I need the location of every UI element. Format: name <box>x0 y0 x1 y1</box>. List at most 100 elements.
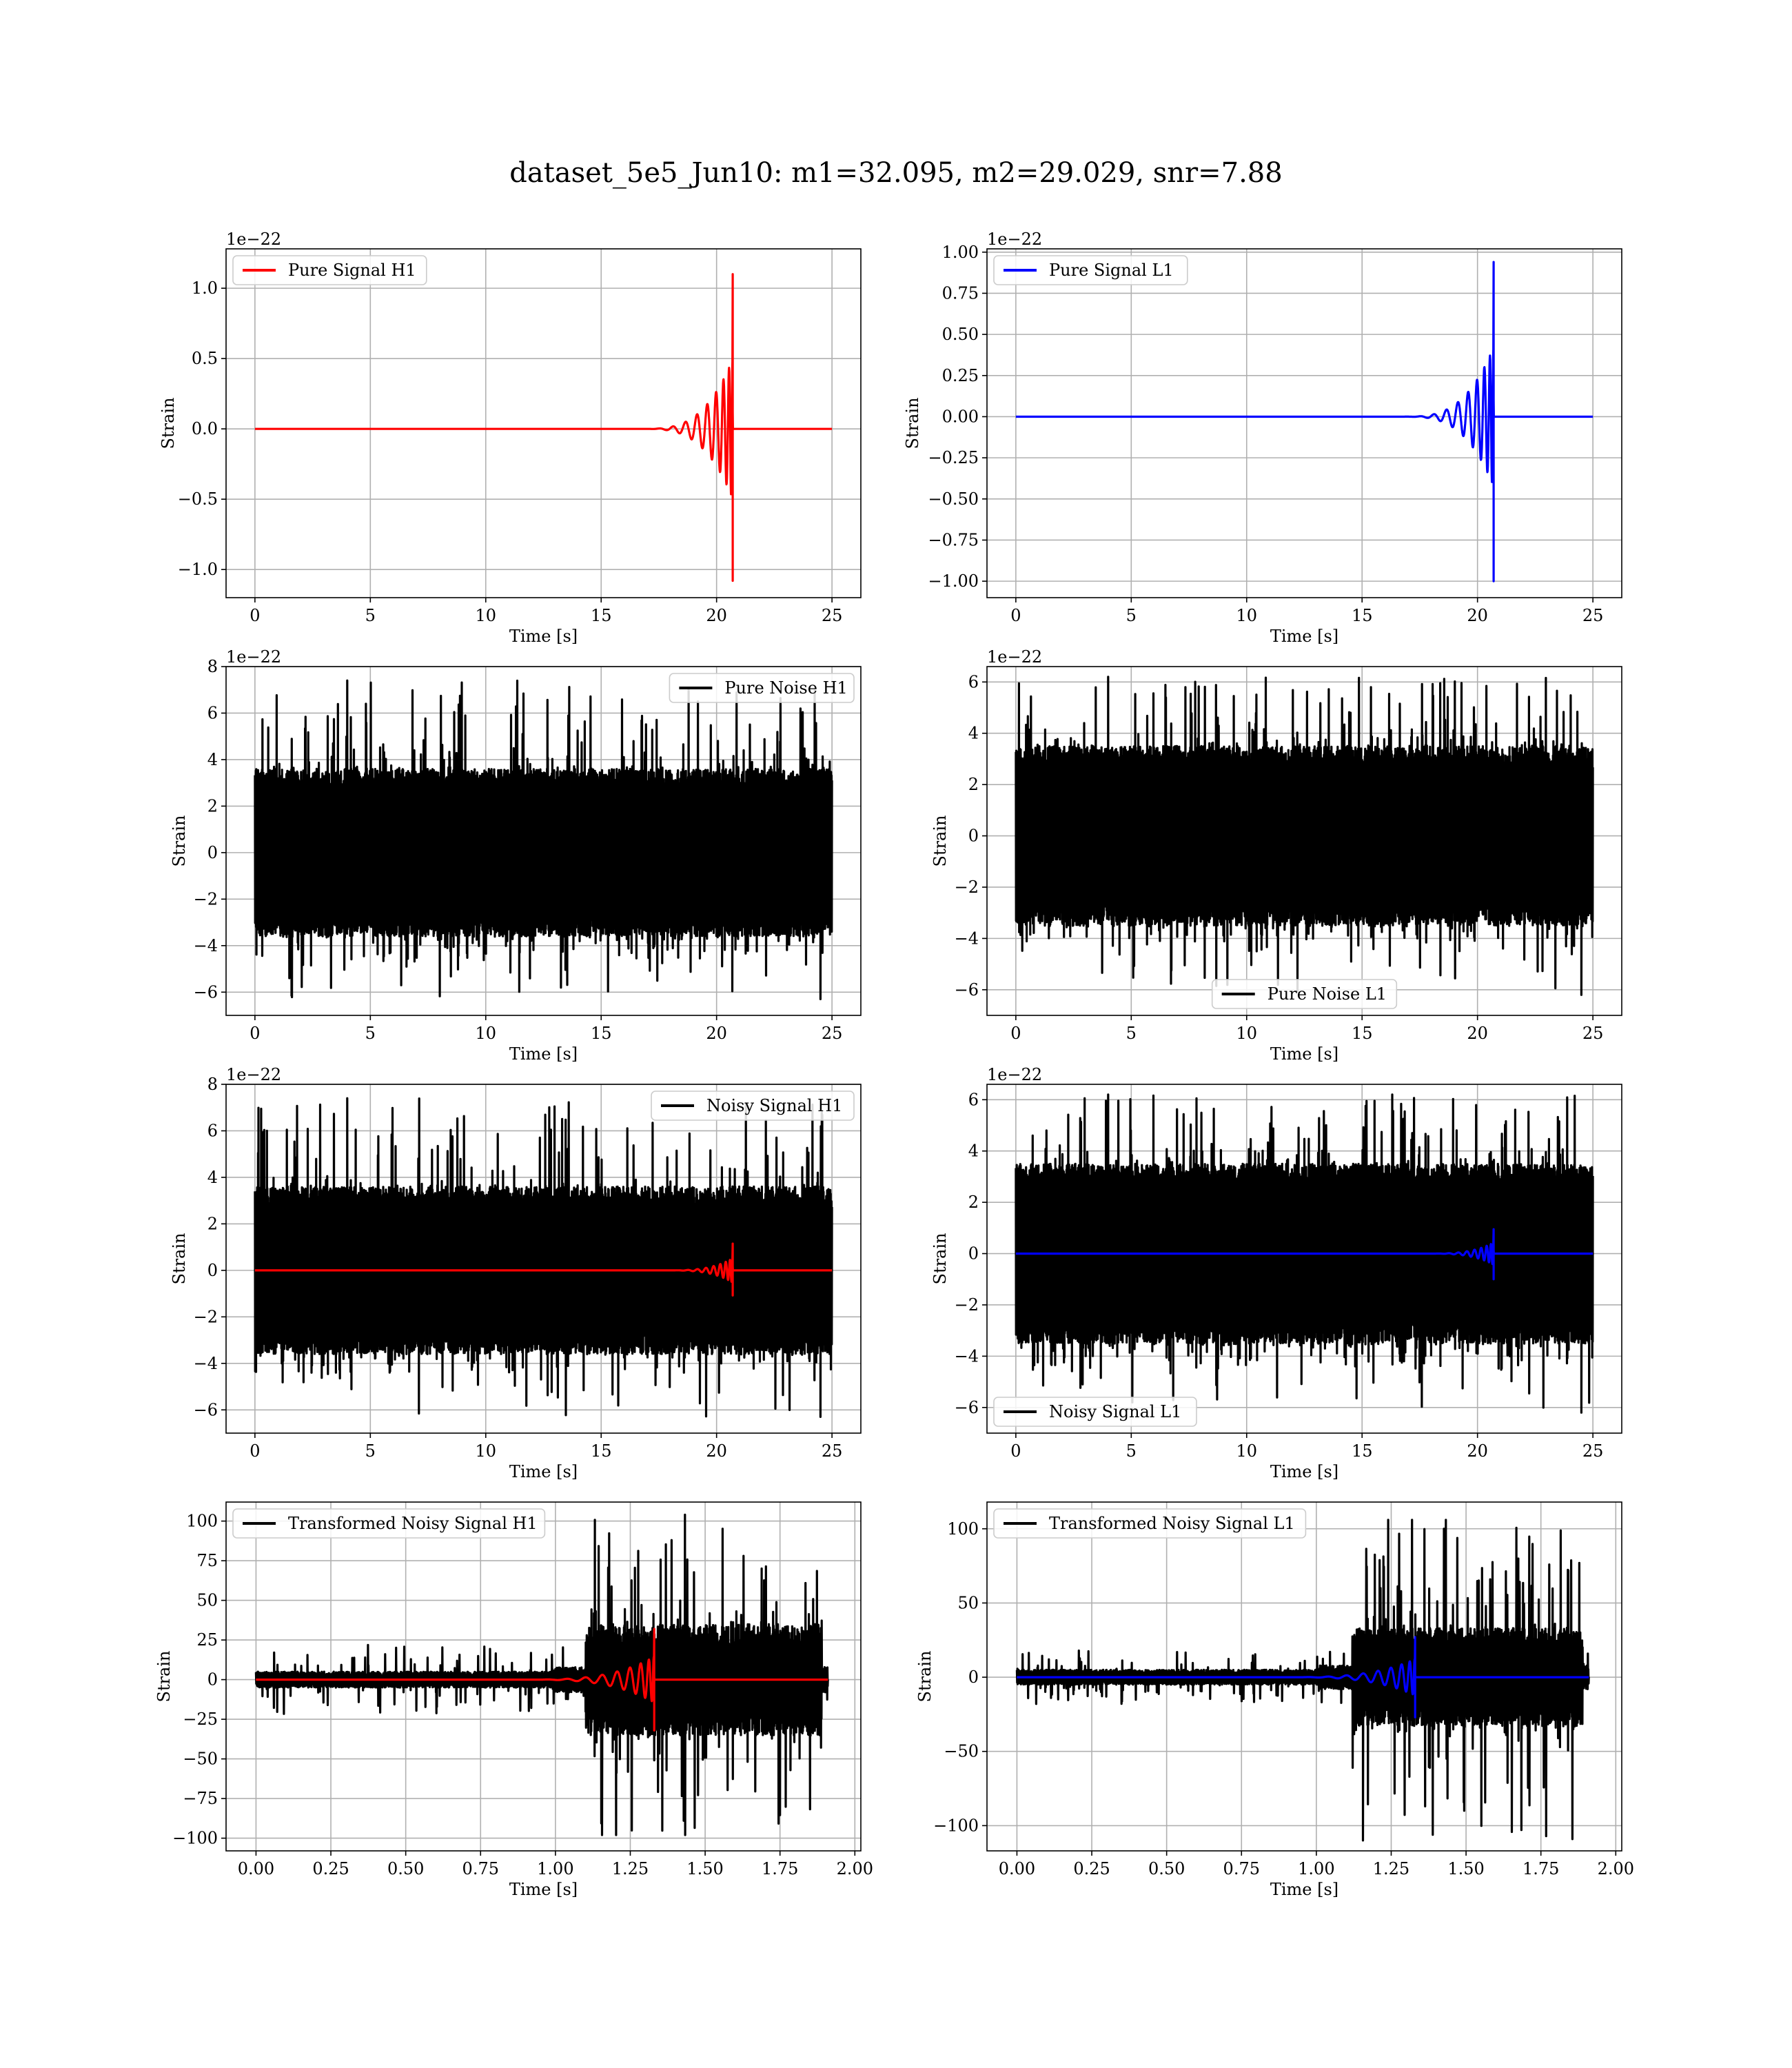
x-tick-label: 10 <box>475 1441 496 1461</box>
series-line-1 <box>254 679 833 1000</box>
legend-box <box>651 1091 855 1121</box>
y-tick-label: 4 <box>207 1168 218 1187</box>
series-line-2 <box>1016 1636 1590 1719</box>
x-tick-label: 5 <box>365 606 376 625</box>
axes-frame <box>986 1501 1622 1852</box>
x-tick-label: 0.75 <box>462 1859 499 1878</box>
series-line-1 <box>254 1513 829 1836</box>
y-axis-label: Strain <box>170 1233 189 1285</box>
y-tick-label: 100 <box>947 1519 979 1539</box>
y-tick-label: −2 <box>955 878 979 897</box>
legend-box <box>1211 979 1398 1009</box>
x-axis-label: Time [s] <box>509 1044 578 1064</box>
y-tick-label: 1.0 <box>192 278 218 298</box>
y-tick-label: 0 <box>968 827 979 846</box>
offset-text: 1e−22 <box>226 647 281 667</box>
y-tick-label: 2 <box>968 1193 979 1212</box>
plot-area <box>254 1513 829 1836</box>
x-tick-label: 15 <box>591 1024 612 1043</box>
y-tick-label: 8 <box>207 1075 218 1094</box>
y-tick-label: 4 <box>968 1142 979 1161</box>
offset-text: 1e−22 <box>226 230 281 249</box>
series-line-2 <box>1015 1228 1594 1281</box>
legend-box <box>993 255 1188 285</box>
x-axis-label: Time [s] <box>1270 1462 1338 1481</box>
x-tick-label: 0.00 <box>238 1859 274 1878</box>
plot-area <box>1015 1093 1594 1414</box>
series-line-1 <box>1015 1093 1594 1414</box>
x-tick-label: 20 <box>706 1441 727 1461</box>
y-tick-label: 0.75 <box>942 283 979 303</box>
y-tick-label: −1.00 <box>928 571 979 591</box>
y-tick-label: 4 <box>207 750 218 769</box>
plot-area <box>254 1097 833 1418</box>
legend-label: Transformed Noisy Signal H1 <box>288 1514 538 1533</box>
y-tick-label: 0 <box>207 843 218 862</box>
plot-area <box>1015 261 1594 582</box>
x-tick-label: 0 <box>1010 606 1021 625</box>
y-tick-label: 50 <box>957 1593 979 1612</box>
x-tick-label: 20 <box>1467 606 1488 625</box>
x-tick-label: 5 <box>365 1024 376 1043</box>
figure-title: dataset_5e5_Jun10: m1=32.095, m2=29.029,… <box>509 157 1283 189</box>
legend-label: Pure Signal H1 <box>288 261 416 280</box>
y-tick-label: 6 <box>207 1121 218 1140</box>
legend-label: Transformed Noisy Signal L1 <box>1049 1514 1295 1533</box>
plot-area <box>254 679 833 1000</box>
x-tick-label: 1.00 <box>537 1859 573 1878</box>
axes-frame <box>225 1501 862 1852</box>
series-line-2 <box>255 1628 829 1732</box>
x-tick-label: 0.75 <box>1223 1859 1260 1878</box>
y-tick-label: 75 <box>196 1551 218 1570</box>
x-tick-label: 15 <box>1352 606 1373 625</box>
offset-text: 1e−22 <box>226 1065 281 1084</box>
legend: Pure Noise H1 <box>669 673 855 703</box>
y-tick-label: 1.00 <box>942 243 979 262</box>
x-tick-label: 0 <box>1010 1024 1021 1043</box>
x-tick-label: 1.50 <box>1447 1859 1484 1878</box>
legend: Transformed Noisy Signal L1 <box>993 1508 1307 1539</box>
y-tick-label: 0 <box>968 1244 979 1264</box>
legend: Transformed Noisy Signal H1 <box>232 1508 546 1539</box>
x-tick-label: 1.25 <box>1373 1859 1409 1878</box>
y-axis-label: Strain <box>170 815 189 867</box>
legend-label: Noisy Signal H1 <box>706 1096 842 1115</box>
x-tick-label: 15 <box>591 606 612 625</box>
subplot-5: 0 5 10 15 20 25 −6 −4 −2 0 2 4 6 8 1e−22 Time [s] Strain… <box>170 1065 862 1481</box>
y-tick-label: −6 <box>194 1400 218 1419</box>
legend-label: Pure Noise H1 <box>724 678 847 698</box>
y-tick-label: 25 <box>196 1630 218 1650</box>
legend-box <box>993 1397 1197 1427</box>
y-tick-label: −75 <box>183 1789 218 1808</box>
subplot-8: 0.00 0.25 0.50 0.75 1.00 1.25 1.50 1.75 2.00 −100… <box>915 1501 1634 1899</box>
axes-frame <box>225 248 862 598</box>
offset-text: 1e−22 <box>987 230 1042 249</box>
y-tick-label: −4 <box>194 936 218 955</box>
x-tick-label: 10 <box>1236 606 1257 625</box>
y-tick-label: −6 <box>955 980 979 1000</box>
y-tick-label: 6 <box>968 1090 979 1109</box>
y-tick-label: 50 <box>196 1591 218 1610</box>
plot-area <box>1015 676 1594 996</box>
y-tick-label: 100 <box>186 1512 218 1531</box>
y-tick-label: −6 <box>955 1398 979 1417</box>
subplot-3: 0 5 10 15 20 25 −6 −4 −2 0 2 4 6 8 1e−22 Time [s] Strain… <box>170 647 862 1064</box>
x-tick-label: 1.50 <box>686 1859 723 1878</box>
y-tick-label: −25 <box>183 1710 218 1729</box>
x-tick-label: 5 <box>1126 1441 1137 1461</box>
x-tick-label: 0.25 <box>1073 1859 1110 1878</box>
legend: Noisy Signal L1 <box>993 1397 1197 1427</box>
x-axis-label: Time [s] <box>1270 1044 1338 1064</box>
y-tick-label: −50 <box>183 1750 218 1769</box>
y-tick-label: −2 <box>194 889 218 909</box>
x-tick-label: 25 <box>1582 1024 1604 1043</box>
y-tick-label: 0.0 <box>192 419 218 438</box>
subplot-1: 0 5 10 15 20 25 −1.0 −0.5 0.0 0.5 1.0 1e−22 Time [s]… <box>159 230 862 646</box>
x-tick-label: 1.25 <box>612 1859 649 1878</box>
x-tick-label: 0 <box>250 606 260 625</box>
y-tick-label: −6 <box>194 982 218 1002</box>
legend-label: Pure Noise L1 <box>1267 984 1387 1004</box>
y-axis-label: Strain <box>159 398 178 449</box>
x-tick-label: 25 <box>822 1024 843 1043</box>
legend: Pure Signal L1 <box>993 255 1188 285</box>
